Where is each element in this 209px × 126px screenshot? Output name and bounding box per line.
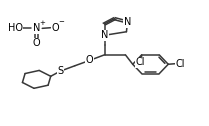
Text: Cl: Cl [136,57,145,67]
Text: N: N [124,17,131,27]
Text: Cl: Cl [176,59,185,69]
Text: N: N [101,30,108,40]
Text: O: O [86,55,93,66]
Text: N: N [33,23,40,33]
Text: S: S [57,66,63,76]
Text: −: − [58,19,64,25]
Text: O: O [33,38,40,49]
Text: O: O [52,23,59,33]
Text: +: + [39,20,45,26]
Text: HO: HO [8,23,23,33]
